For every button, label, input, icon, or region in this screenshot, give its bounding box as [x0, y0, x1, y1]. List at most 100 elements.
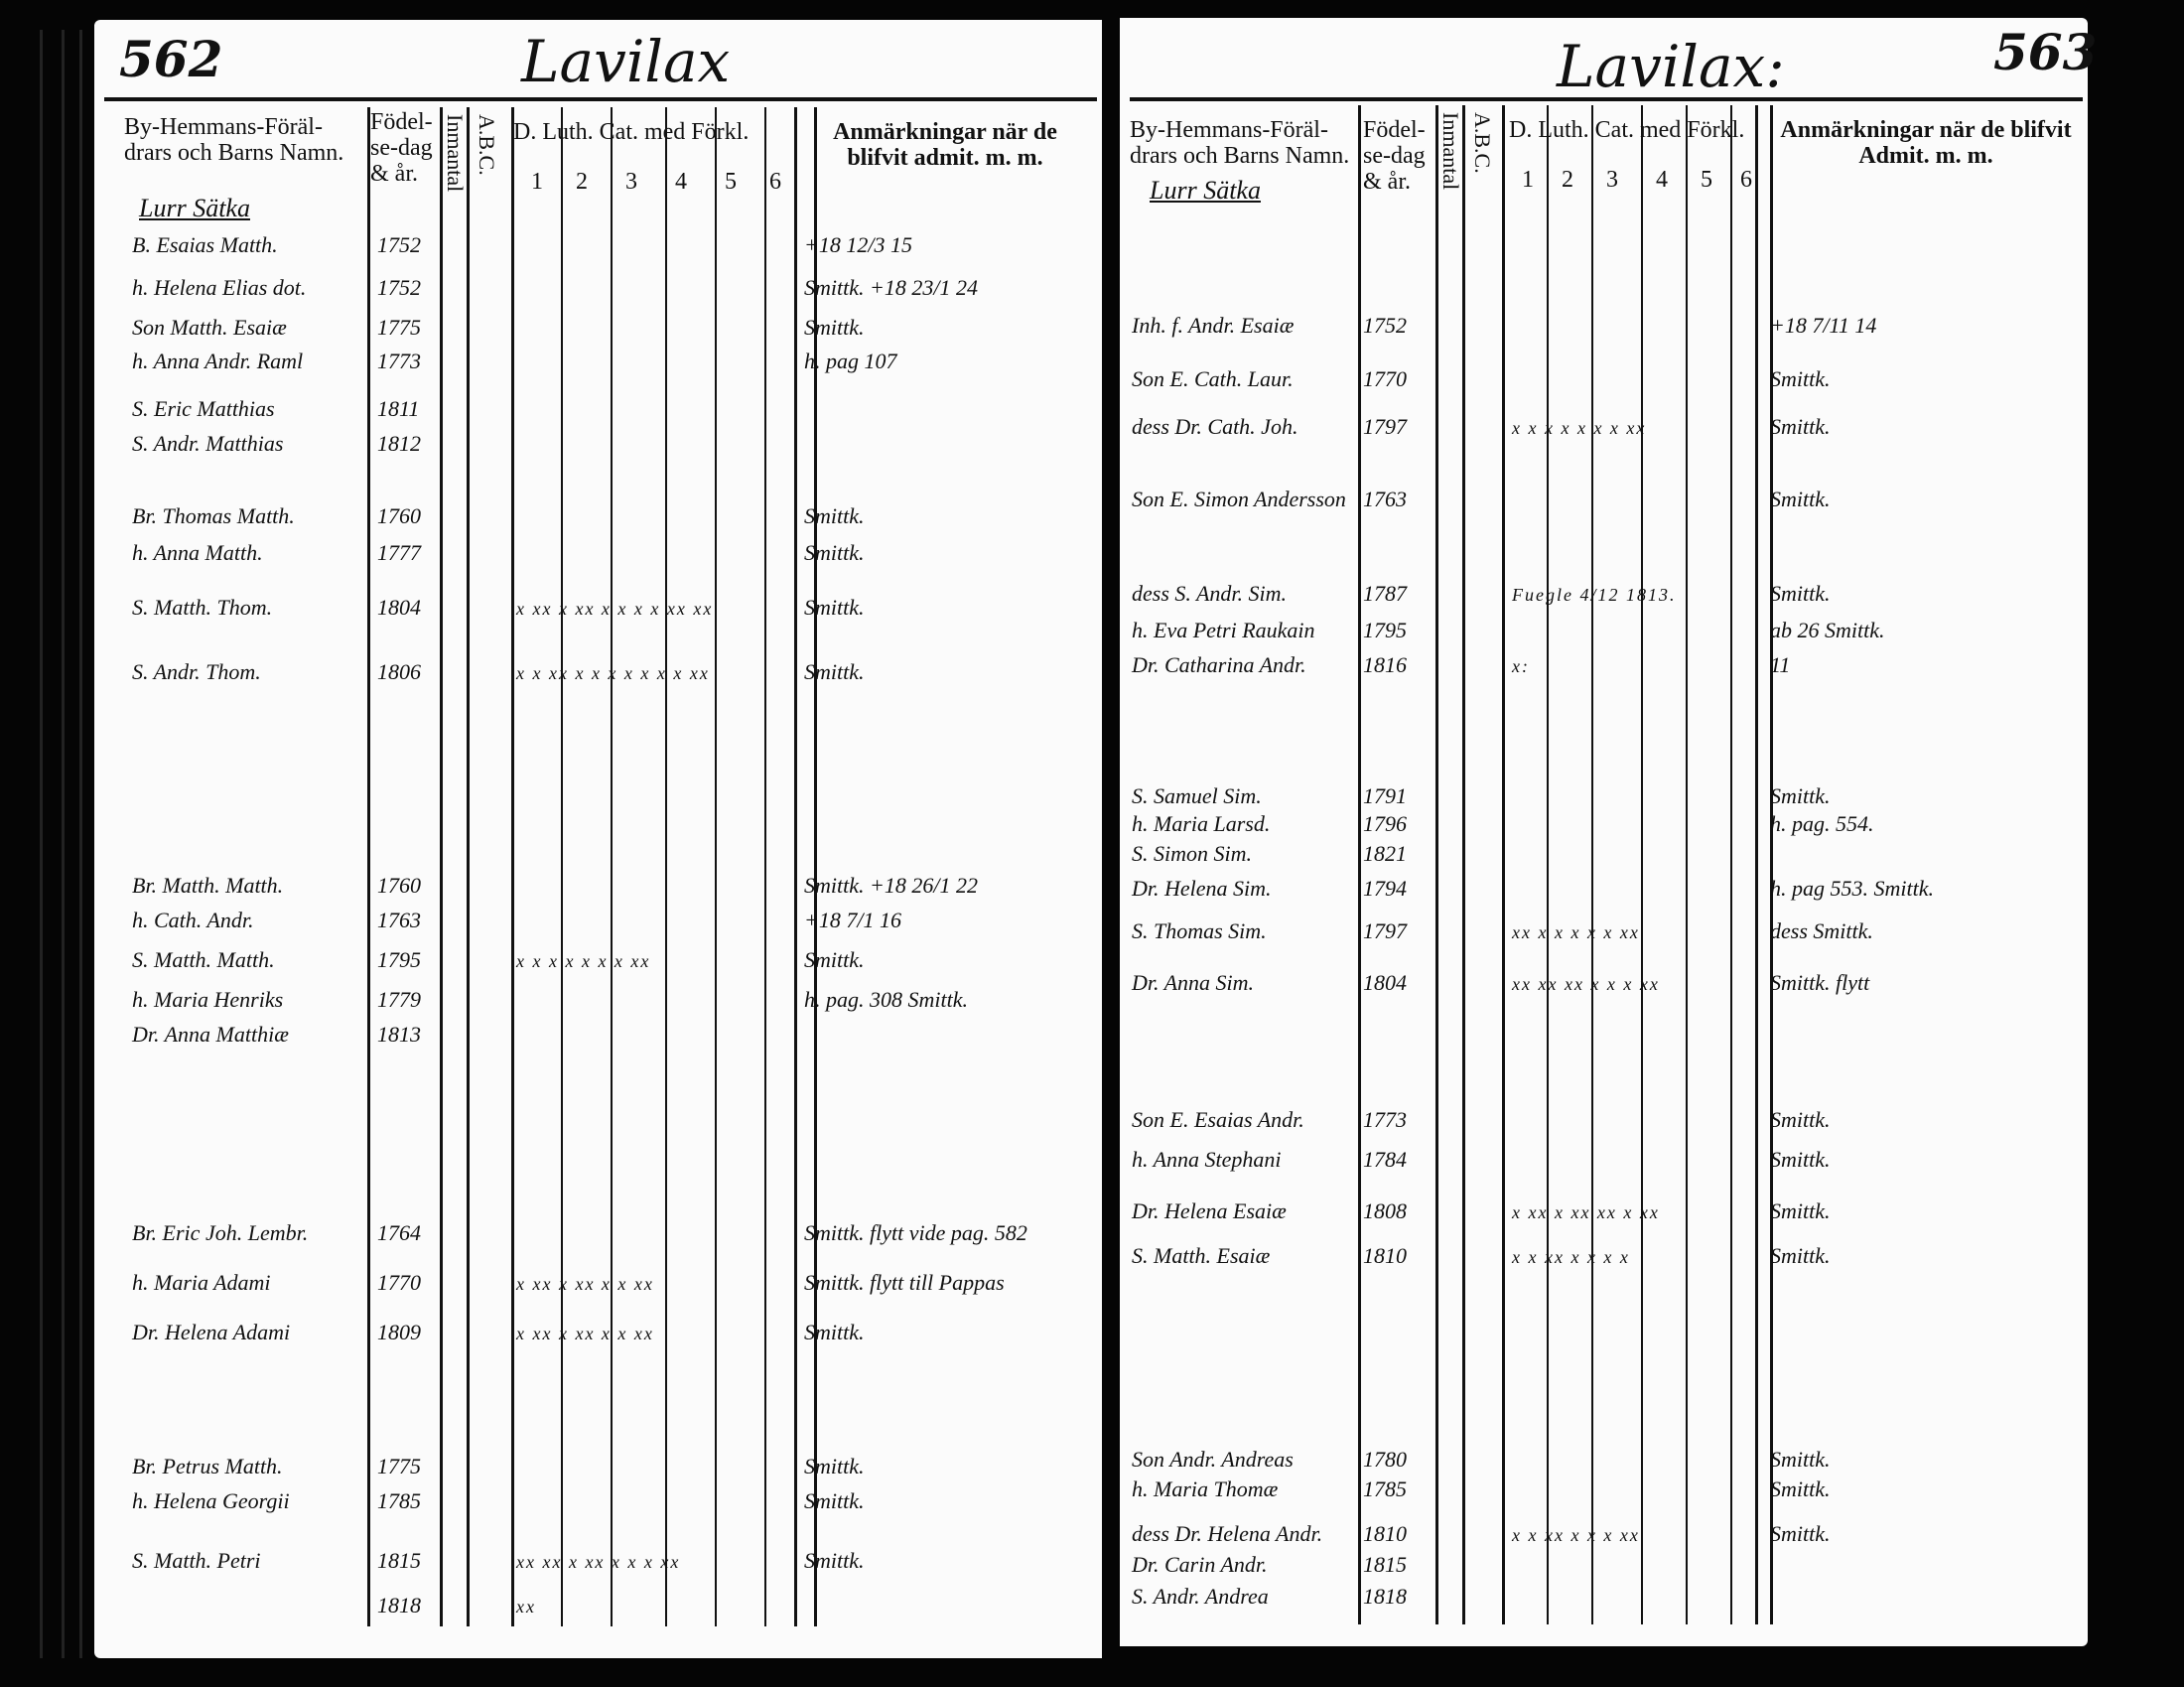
- remark: Smittk.: [1770, 1243, 1831, 1268]
- remark: Smittk.: [804, 1548, 865, 1573]
- column-rule: [440, 107, 443, 1626]
- column-rule: [1358, 105, 1361, 1624]
- catechism-column-number: 6: [1740, 167, 1752, 193]
- catechism-column-number: 2: [576, 169, 588, 195]
- header-abc: A.B.C.: [1470, 112, 1495, 174]
- remark: Smittk.: [1770, 487, 1831, 511]
- column-rule: [1755, 105, 1758, 1624]
- catechism-column-number: 1: [1522, 167, 1534, 193]
- person-name: Dr. Catharina Andr.: [1132, 652, 1306, 677]
- person-name: h. Maria Adami: [132, 1270, 271, 1295]
- farm-heading: Lurr Sätka: [1150, 176, 1261, 205]
- person-name: B. Esaias Matth.: [132, 232, 278, 257]
- birth-year: 1777: [377, 540, 421, 565]
- remark: Smittk.: [804, 503, 865, 528]
- remark: Smittk.: [1770, 581, 1831, 606]
- divider: [1130, 97, 2083, 101]
- page-edge: [40, 30, 43, 1658]
- remark: Smittk.: [804, 1488, 865, 1513]
- catechism-marks: x xx x xx x x xx: [516, 1324, 654, 1343]
- remark: 11: [1770, 652, 1791, 677]
- remark: Smittk.: [1770, 1476, 1831, 1501]
- person-name: h. Anna Andr. Raml: [132, 349, 304, 373]
- birth-year: 1797: [1363, 414, 1407, 439]
- remark: Smittk. flytt: [1770, 970, 1870, 995]
- remark: Smittk. flytt till Pappas: [804, 1270, 1005, 1295]
- column-rule: [511, 107, 514, 1626]
- catechism-column-number: 3: [625, 169, 637, 195]
- birth-year: 1808: [1363, 1198, 1407, 1223]
- column-rule: [1770, 105, 1773, 1624]
- catechism-column-number: 5: [725, 169, 737, 195]
- catechism-column-number: 6: [769, 169, 781, 195]
- person-name: S. Andr. Thom.: [132, 659, 261, 684]
- birth-year: 1797: [1363, 918, 1407, 943]
- birth-year: 1752: [1363, 313, 1407, 338]
- person-name: S. Thomas Sim.: [1132, 918, 1267, 943]
- column-rule: [1730, 105, 1732, 1624]
- remark: +18 12/3 15: [804, 232, 912, 257]
- birth-year: 1796: [1363, 811, 1407, 836]
- catechism-marks: xx xx xx x x x xx: [1512, 974, 1660, 994]
- header-catechism: D. Luth. Cat. med Förkl.: [513, 119, 750, 145]
- catechism-column-number: 3: [1606, 167, 1618, 193]
- birth-year: 1806: [377, 659, 421, 684]
- catechism-marks: x x x x x x x xx: [516, 951, 651, 971]
- column-rule: [367, 107, 370, 1626]
- remark: Smittk.: [1770, 414, 1831, 439]
- person-name: dess Dr. Cath. Joh.: [1132, 414, 1298, 439]
- remark: Smittk.: [804, 1454, 865, 1478]
- remark: Smittk. +18 23/1 24: [804, 275, 978, 300]
- birth-year: 1794: [1363, 876, 1407, 901]
- header-remarks: Anmärkningar när de blifvit admit. m. m.: [833, 119, 1057, 171]
- remark: Smittk.: [804, 315, 865, 340]
- header-birth: Födel- se-dag & år.: [1363, 117, 1426, 195]
- person-name: dess S. Andr. Sim.: [1132, 581, 1288, 606]
- birth-year: 1816: [1363, 652, 1407, 677]
- remark: +18 7/1 16: [804, 908, 901, 932]
- farm-heading: Lurr Sätka: [139, 194, 250, 222]
- birth-year: 1763: [1363, 487, 1407, 511]
- remark: Smittk.: [1770, 1107, 1831, 1132]
- column-rule: [814, 107, 817, 1626]
- catechism-marks: xx: [516, 1597, 536, 1617]
- person-name: Dr. Helena Esaiæ: [1132, 1198, 1287, 1223]
- catechism-marks: x xx x xx xx x xx: [1512, 1202, 1660, 1222]
- birth-year: 1764: [377, 1220, 421, 1245]
- person-name: Son Matth. Esaiæ: [132, 315, 287, 340]
- birth-year: 1795: [377, 947, 421, 972]
- page-edge: [79, 30, 82, 1658]
- catechism-column-number: 1: [531, 169, 543, 195]
- remark: Smittk.: [804, 659, 865, 684]
- remark: ab 26 Smittk.: [1770, 618, 1885, 642]
- birth-year: 1763: [377, 908, 421, 932]
- right-page: Lavilax: 563 By-Hemmans-Föräl- drars och…: [1120, 18, 2097, 1646]
- catechism-marks: x x xx x x x x: [1512, 1247, 1630, 1267]
- catechism-marks: xx xx x xx x x x xx: [516, 1552, 681, 1572]
- birth-year: 1784: [1363, 1147, 1407, 1172]
- person-name: Br. Eric Joh. Lembr.: [132, 1220, 309, 1245]
- person-name: h. Cath. Andr.: [132, 908, 254, 932]
- remark: Smittk.: [1770, 1147, 1831, 1172]
- left-page: 562 Lavilax By-Hemmans-Föräl- drars och …: [94, 20, 1102, 1658]
- column-rule: [1686, 105, 1688, 1624]
- birth-year: 1815: [377, 1548, 421, 1573]
- remark: Smittk.: [1770, 1198, 1831, 1223]
- divider: [104, 97, 1097, 101]
- person-name: dess Dr. Helena Andr.: [1132, 1521, 1323, 1546]
- person-name: h. Maria Larsd.: [1132, 811, 1271, 836]
- birth-year: 1780: [1363, 1447, 1407, 1472]
- person-name: S. Samuel Sim.: [1132, 783, 1262, 808]
- header-names: By-Hemmans-Föräl- drars och Barns Namn.: [1130, 117, 1350, 169]
- column-rule: [1641, 105, 1643, 1624]
- person-name: S. Andr. Matthias: [132, 431, 284, 456]
- birth-year: 1770: [377, 1270, 421, 1295]
- birth-year: 1812: [377, 431, 421, 456]
- birth-year: 1787: [1363, 581, 1407, 606]
- person-name: S. Matth. Petri: [132, 1548, 261, 1573]
- birth-year: 1815: [1363, 1552, 1407, 1577]
- person-name: h. Anna Matth.: [132, 540, 263, 565]
- remark: h. pag. 308 Smittk.: [804, 987, 968, 1012]
- column-rule: [665, 107, 667, 1626]
